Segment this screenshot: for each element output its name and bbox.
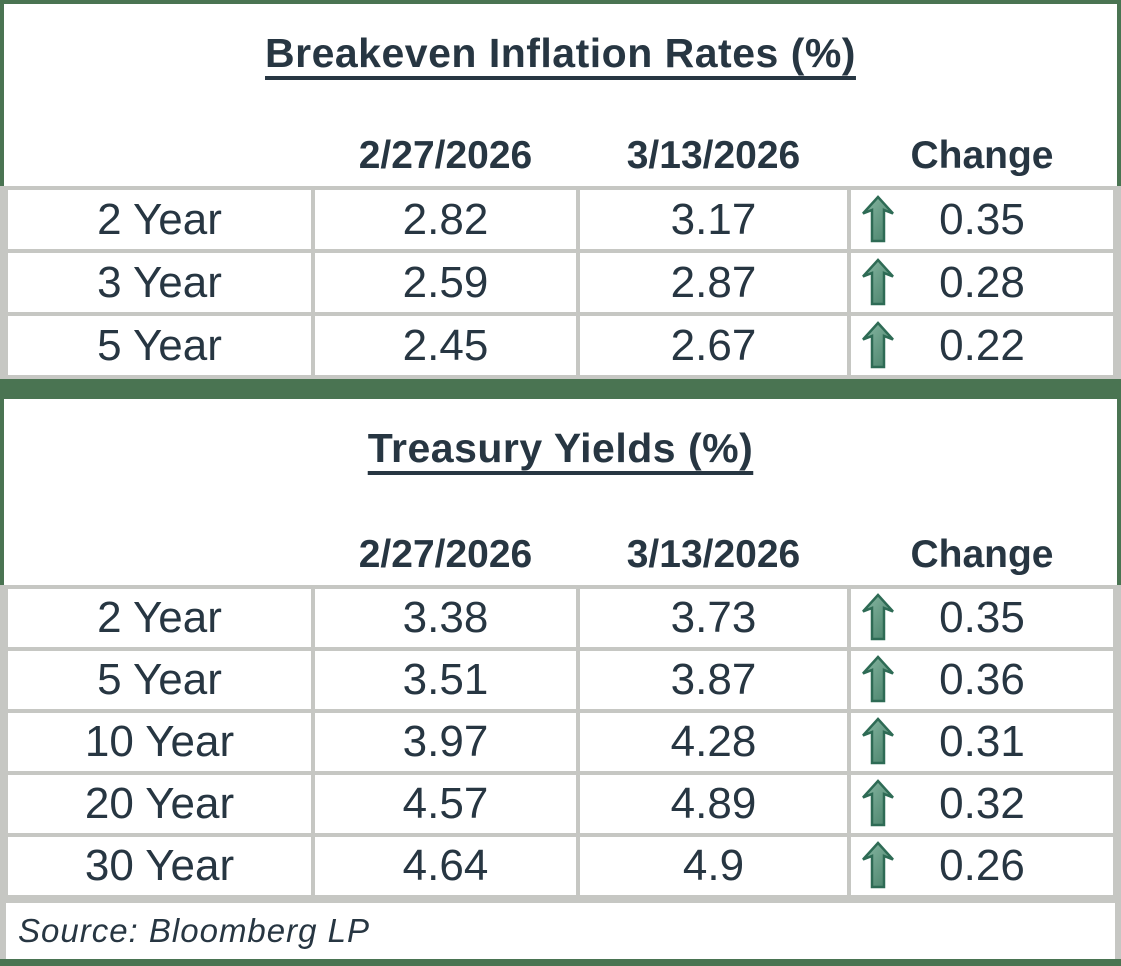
change-cell: 0.22 — [851, 316, 1113, 375]
breakeven-title-text: Breakeven Inflation Rates (%) — [265, 30, 856, 76]
value-cell-date-2: 4.28 — [580, 713, 847, 771]
column-header-change: Change — [910, 134, 1054, 177]
row-label-cell: 10 Year — [8, 713, 311, 771]
value-cell-date-1: 2.45 — [315, 316, 576, 375]
treasury-column-headers: 2/27/2026 3/13/2026 Change — [4, 533, 1117, 585]
value-cell-date-1: 2.59 — [315, 253, 576, 312]
value-cell-date-1: 3.38 — [315, 589, 576, 647]
column-header-blank — [8, 134, 311, 178]
value-cell-date-1: 4.64 — [315, 837, 576, 895]
change-value: 0.32 — [939, 779, 1025, 828]
treasury-table-title: Treasury Yields (%) — [4, 425, 1117, 472]
value-cell-date-2: 4.89 — [580, 775, 847, 833]
value-cell-date-1: 3.97 — [315, 713, 576, 771]
change-cell: 0.31 — [851, 713, 1113, 771]
column-header-date-2: 3/13/2026 — [626, 533, 801, 576]
up-arrow-icon — [862, 194, 894, 242]
value-cell-date-2: 2.87 — [580, 253, 847, 312]
row-label-cell: 2 Year — [8, 190, 311, 249]
breakeven-table: 2 Year 2.82 3.17 0.35 3 Year 2.59 2.87 0.28 5 … — [0, 186, 1121, 379]
value-cell-date-2: 4.9 — [580, 837, 847, 895]
up-arrow-icon — [862, 593, 894, 641]
change-value: 0.26 — [939, 841, 1025, 890]
change-value: 0.31 — [939, 717, 1025, 766]
change-cell: 0.28 — [851, 253, 1113, 312]
change-value: 0.22 — [939, 320, 1025, 370]
row-label-cell: 5 Year — [8, 316, 311, 375]
value-cell-date-2: 3.87 — [580, 651, 847, 709]
change-cell: 0.26 — [851, 837, 1113, 895]
change-value: 0.28 — [939, 257, 1025, 307]
row-label-cell: 20 Year — [8, 775, 311, 833]
value-cell-date-1: 4.57 — [315, 775, 576, 833]
up-arrow-icon — [862, 779, 894, 827]
up-arrow-icon — [862, 655, 894, 703]
column-header-date-1: 2/27/2026 — [358, 533, 533, 576]
breakeven-table-title: Breakeven Inflation Rates (%) — [4, 30, 1117, 77]
value-cell-date-1: 2.82 — [315, 190, 576, 249]
row-label-cell: 5 Year — [8, 651, 311, 709]
column-header-date-1: 2/27/2026 — [358, 134, 533, 177]
value-cell-date-2: 2.67 — [580, 316, 847, 375]
source-note: Source: Bloomberg LP — [18, 912, 371, 949]
row-label-cell: 30 Year — [8, 837, 311, 895]
change-cell: 0.32 — [851, 775, 1113, 833]
row-label-cell: 2 Year — [8, 589, 311, 647]
breakeven-column-headers: 2/27/2026 3/13/2026 Change — [4, 134, 1117, 186]
value-cell-date-2: 3.73 — [580, 589, 847, 647]
up-arrow-icon — [862, 717, 894, 765]
up-arrow-icon — [862, 841, 894, 889]
change-cell: 0.35 — [851, 190, 1113, 249]
column-header-change: Change — [910, 533, 1054, 576]
change-cell: 0.35 — [851, 589, 1113, 647]
treasury-title-text: Treasury Yields (%) — [367, 425, 754, 471]
up-arrow-icon — [862, 320, 894, 368]
change-value: 0.35 — [939, 194, 1025, 244]
up-arrow-icon — [862, 257, 894, 305]
change-value: 0.35 — [939, 593, 1025, 642]
breakeven-header-block: Breakeven Inflation Rates (%) 2/27/2026 … — [0, 4, 1121, 186]
treasury-header-block: Treasury Yields (%) 2/27/2026 3/13/2026 … — [0, 399, 1121, 585]
source-note-row: Source: Bloomberg LP — [0, 899, 1121, 959]
column-header-blank — [8, 533, 311, 577]
value-cell-date-2: 3.17 — [580, 190, 847, 249]
value-cell-date-1: 3.51 — [315, 651, 576, 709]
treasury-table: 2 Year 3.38 3.73 0.35 5 Year 3.51 3.87 0.36 10… — [0, 585, 1121, 899]
change-cell: 0.36 — [851, 651, 1113, 709]
table-separator-bar — [0, 379, 1121, 399]
row-label-cell: 3 Year — [8, 253, 311, 312]
column-header-date-2: 3/13/2026 — [626, 134, 801, 177]
change-value: 0.36 — [939, 655, 1025, 704]
